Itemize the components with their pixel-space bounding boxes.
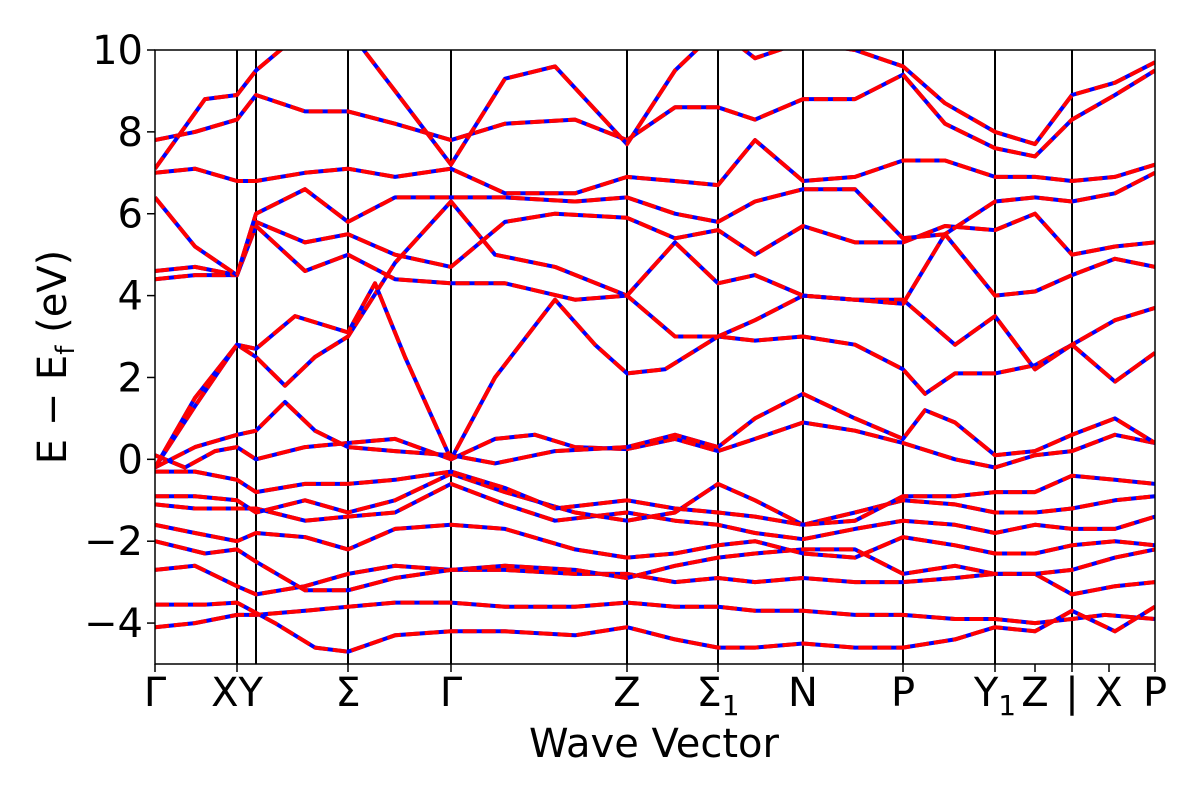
band-line-8 <box>155 420 1155 470</box>
y-tick-label: −2 <box>84 519 143 565</box>
band-line-5 <box>155 481 1155 542</box>
band-line-1 <box>155 600 1155 654</box>
y-tick-label: −4 <box>84 601 143 647</box>
y-tick-label: 6 <box>118 192 143 238</box>
x-tick-label: Z <box>613 670 640 716</box>
x-tick-label: Y1 <box>973 670 1016 722</box>
band-line-17 <box>155 50 1155 170</box>
band-line-12 <box>155 224 1155 306</box>
x-tick-label: P <box>891 670 915 716</box>
x-tick-label: Γ <box>440 670 463 716</box>
x-tick-label: Σ <box>335 670 360 716</box>
band-line-15 <box>155 138 1155 196</box>
band-dashed-15 <box>155 138 1155 196</box>
band-line-9 <box>155 391 1155 470</box>
y-tick-label: 10 <box>92 28 143 74</box>
plot-frame <box>154 49 1156 665</box>
band-line-11 <box>155 281 1155 469</box>
band-line-10 <box>155 199 1155 469</box>
band-line-16 <box>155 68 1155 159</box>
y-tick-label: 0 <box>118 437 143 483</box>
x-tick-label: P <box>1143 670 1167 716</box>
x-tick-label: X <box>1095 670 1122 716</box>
band-line-3 <box>155 539 1155 593</box>
x-tick-label: Σ1 <box>696 670 739 722</box>
y-tick-label: 2 <box>118 355 143 401</box>
x-tick-label: Z <box>1021 670 1048 716</box>
band-lines <box>155 50 1155 654</box>
x-tick-label: N <box>788 670 818 716</box>
x-tick-label: Γ <box>144 670 167 716</box>
x-axis: Γ XY Σ Γ Z Σ1 N P Y1 Z | X P <box>144 664 1167 722</box>
band-line-4 <box>155 522 1155 560</box>
band-dashed-16 <box>155 68 1155 159</box>
band-line-7 <box>155 469 1155 527</box>
band-line-14 <box>155 171 1155 278</box>
band-dashed-9 <box>155 391 1155 470</box>
y-axis: −4 −2 0 2 4 6 8 10 <box>84 28 155 647</box>
y-axis-title: E − Ef (eV) <box>30 250 81 465</box>
band-line-0 <box>155 600 1155 630</box>
x-tick-label: XY <box>211 670 263 716</box>
band-dashed-3 <box>155 539 1155 593</box>
x-tick-label: | <box>1065 670 1078 716</box>
y-tick-label: 4 <box>118 274 143 320</box>
k-path-lines <box>236 50 1073 664</box>
y-tick-label: 8 <box>118 110 143 156</box>
x-axis-title: Wave Vector <box>529 721 780 767</box>
band-line-13 <box>155 211 1155 278</box>
band-line-6 <box>155 471 1155 527</box>
